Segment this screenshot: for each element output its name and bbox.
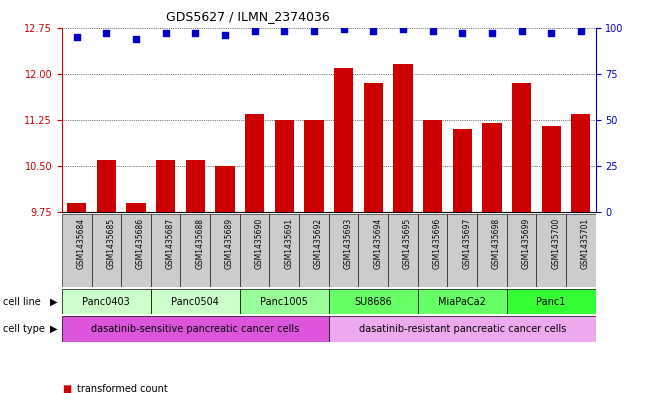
Text: GSM1435692: GSM1435692	[314, 218, 323, 269]
Text: GSM1435684: GSM1435684	[77, 218, 86, 269]
Text: GSM1435694: GSM1435694	[373, 218, 382, 269]
Bar	[180, 214, 210, 287]
Text: MiaPaCa2: MiaPaCa2	[438, 297, 486, 307]
Bar	[506, 289, 596, 314]
Text: ▶: ▶	[49, 324, 57, 334]
Text: GDS5627 / ILMN_2374036: GDS5627 / ILMN_2374036	[165, 10, 329, 23]
Text: dasatinib-sensitive pancreatic cancer cells: dasatinib-sensitive pancreatic cancer ce…	[91, 324, 299, 334]
Point	[457, 30, 467, 36]
Bar	[359, 214, 388, 287]
Bar	[97, 160, 116, 212]
Bar	[186, 160, 205, 212]
Bar	[299, 214, 329, 287]
Text: GSM1435701: GSM1435701	[581, 218, 590, 269]
Point	[546, 30, 557, 36]
Point	[101, 30, 111, 36]
Bar	[304, 120, 324, 212]
Text: GSM1435700: GSM1435700	[551, 218, 560, 269]
Bar	[536, 214, 566, 287]
Text: Panc0403: Panc0403	[83, 297, 130, 307]
Point	[131, 35, 141, 42]
Bar	[329, 289, 418, 314]
Point	[249, 28, 260, 34]
Bar	[571, 114, 590, 212]
Point	[279, 28, 290, 34]
Text: GSM1435685: GSM1435685	[106, 218, 115, 269]
Point	[398, 26, 408, 33]
Bar	[62, 214, 92, 287]
Text: cell line: cell line	[3, 297, 41, 307]
Bar	[329, 214, 359, 287]
Text: GSM1435691: GSM1435691	[284, 218, 293, 269]
Text: GSM1435686: GSM1435686	[136, 218, 145, 269]
Bar	[423, 120, 442, 212]
Bar	[240, 289, 329, 314]
Bar	[240, 214, 270, 287]
Text: GSM1435695: GSM1435695	[403, 218, 412, 269]
Bar	[215, 166, 234, 212]
Bar	[566, 214, 596, 287]
Bar	[482, 123, 501, 212]
Text: dasatinib-resistant pancreatic cancer cells: dasatinib-resistant pancreatic cancer ce…	[359, 324, 566, 334]
Bar	[388, 214, 418, 287]
Point	[309, 28, 319, 34]
Bar	[210, 214, 240, 287]
Bar	[418, 289, 506, 314]
Bar	[447, 214, 477, 287]
Point	[487, 30, 497, 36]
Text: Panc1005: Panc1005	[260, 297, 308, 307]
Text: Panc1: Panc1	[536, 297, 566, 307]
Bar	[542, 126, 561, 212]
Bar	[364, 83, 383, 212]
Text: GSM1435690: GSM1435690	[255, 218, 264, 269]
Bar	[156, 160, 175, 212]
Text: Panc0504: Panc0504	[171, 297, 219, 307]
Text: GSM1435687: GSM1435687	[165, 218, 174, 269]
Bar	[151, 289, 240, 314]
Text: cell type: cell type	[3, 324, 45, 334]
Text: GSM1435698: GSM1435698	[492, 218, 501, 269]
Point	[339, 26, 349, 33]
Point	[427, 28, 437, 34]
Bar	[452, 129, 472, 212]
Bar	[275, 120, 294, 212]
Bar	[92, 214, 121, 287]
Text: GSM1435688: GSM1435688	[195, 218, 204, 269]
Bar	[245, 114, 264, 212]
Point	[220, 32, 230, 38]
Text: GSM1435693: GSM1435693	[344, 218, 353, 269]
Text: SU8686: SU8686	[354, 297, 392, 307]
Text: transformed count: transformed count	[77, 384, 167, 393]
Bar	[334, 68, 353, 212]
Bar	[418, 214, 447, 287]
Bar	[67, 203, 87, 212]
Text: GSM1435696: GSM1435696	[432, 218, 441, 269]
Bar	[393, 64, 413, 212]
Text: ■: ■	[62, 384, 71, 393]
Bar	[121, 214, 151, 287]
Bar	[62, 316, 329, 342]
Point	[160, 30, 171, 36]
Bar	[512, 83, 531, 212]
Bar	[270, 214, 299, 287]
Point	[575, 28, 586, 34]
Bar	[477, 214, 506, 287]
Point	[516, 28, 527, 34]
Text: GSM1435697: GSM1435697	[462, 218, 471, 269]
Bar	[62, 289, 151, 314]
Bar	[329, 316, 596, 342]
Text: GSM1435689: GSM1435689	[225, 218, 234, 269]
Bar	[151, 214, 180, 287]
Bar	[126, 203, 146, 212]
Bar	[506, 214, 536, 287]
Point	[190, 30, 201, 36]
Point	[368, 28, 378, 34]
Text: ▶: ▶	[49, 297, 57, 307]
Text: GSM1435699: GSM1435699	[521, 218, 531, 269]
Point	[72, 34, 82, 40]
